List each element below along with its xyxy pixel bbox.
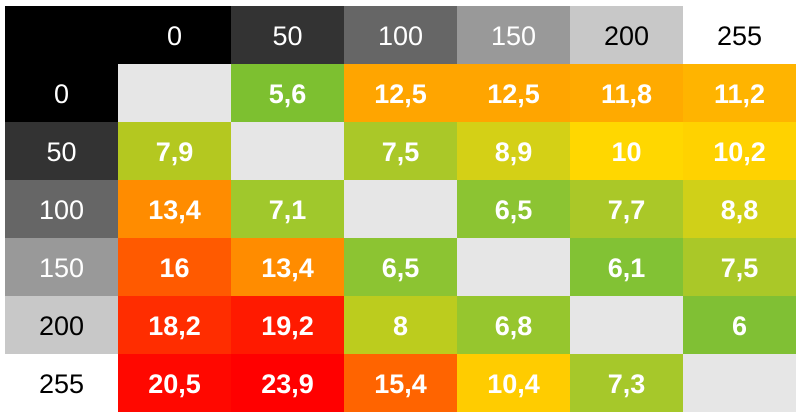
cell-200-50 [231,296,344,354]
cell-100-100 [344,180,457,238]
row-header-label-100: 100 [39,195,84,225]
column-header-50 [231,6,344,64]
cell-255-50 [231,354,344,412]
column-header-label-150: 150 [491,21,536,51]
column-header-label-200: 200 [604,21,649,51]
row-header-100 [5,180,118,238]
column-header-255 [683,6,796,64]
cell-150-255 [683,238,796,296]
cell-50-150-label: 8,9 [495,137,533,167]
corner-cell [5,6,118,64]
cell-0-200 [570,64,683,122]
column-header-label-50: 50 [272,21,302,51]
cell-50-255-label: 10,2 [713,137,766,167]
cell-0-150-label: 12,5 [487,79,540,109]
cell-0-100-label: 12,5 [374,79,427,109]
row-header-0 [5,64,118,122]
cell-100-150 [457,180,570,238]
cell-150-200 [570,238,683,296]
cell-100-150-label: 6,5 [495,195,533,225]
cell-200-150 [457,296,570,354]
cell-50-200 [570,122,683,180]
cell-255-150 [457,354,570,412]
cell-150-50 [231,238,344,296]
cell-0-50-label: 5,6 [269,79,307,109]
row-header-label-50: 50 [46,137,76,167]
cell-255-100-label: 15,4 [374,369,427,399]
cell-200-100 [344,296,457,354]
column-header-label-255: 255 [717,21,762,51]
cell-50-0-label: 7,9 [156,137,194,167]
cell-100-255-label: 8,8 [721,195,759,225]
cell-50-100 [344,122,457,180]
cell-0-0 [118,64,231,122]
cell-50-0 [118,122,231,180]
cell-150-50-label: 13,4 [261,253,314,283]
cell-0-255-label: 11,2 [714,79,765,109]
cell-255-50-label: 23,9 [261,369,314,399]
cell-100-50 [231,180,344,238]
cell-50-50 [231,122,344,180]
cell-200-150-label: 6,8 [495,311,533,341]
cell-200-100-label: 8 [393,311,408,341]
cell-255-200-label: 7,3 [608,369,646,399]
cell-0-50 [231,64,344,122]
cell-100-0 [118,180,231,238]
row-header-label-150: 150 [39,253,84,283]
cell-100-200 [570,180,683,238]
cell-150-150 [457,238,570,296]
cell-150-255-label: 7,5 [721,253,759,283]
cell-200-255 [683,296,796,354]
cell-150-0-label: 16 [159,253,189,283]
cell-200-50-label: 19,2 [261,311,314,341]
cell-50-100-label: 7,5 [382,137,420,167]
cell-255-0-label: 20,5 [148,369,201,399]
column-header-200 [570,6,683,64]
cell-255-100 [344,354,457,412]
cell-200-0 [118,296,231,354]
cell-50-200-label: 10 [611,137,641,167]
cell-200-255-label: 6 [732,311,747,341]
column-header-0 [118,6,231,64]
row-header-50 [5,122,118,180]
row-header-label-0: 0 [54,79,69,109]
cell-255-150-label: 10,4 [487,369,540,399]
cell-100-200-label: 7,7 [608,195,646,225]
cell-255-0 [118,354,231,412]
row-header-label-200: 200 [39,311,84,341]
cell-200-0-label: 18,2 [148,311,201,341]
row-header-200 [5,296,118,354]
column-header-label-100: 100 [378,21,423,51]
cell-150-100-label: 6,5 [382,253,420,283]
cell-0-255 [683,64,796,122]
column-header-150 [457,6,570,64]
cell-100-0-label: 13,4 [148,195,201,225]
cell-150-200-label: 6,1 [608,253,646,283]
row-header-150 [5,238,118,296]
column-header-label-0: 0 [167,21,182,51]
cell-255-200 [570,354,683,412]
cell-50-255 [683,122,796,180]
cell-50-150 [457,122,570,180]
cell-150-100 [344,238,457,296]
cell-100-50-label: 7,1 [269,195,307,225]
column-header-100 [344,6,457,64]
cell-255-255 [683,354,796,412]
cell-0-200-label: 11,8 [601,79,652,109]
cell-0-100 [344,64,457,122]
cell-200-200 [570,296,683,354]
cell-150-0 [118,238,231,296]
heatmap-table: 0 50 100 150 200 255 0 50 100 150 200 255 5,6 12,5 12… [5,6,796,412]
row-header-255 [5,354,118,412]
cell-100-255 [683,180,796,238]
row-header-label-255: 255 [39,369,84,399]
cell-0-150 [457,64,570,122]
